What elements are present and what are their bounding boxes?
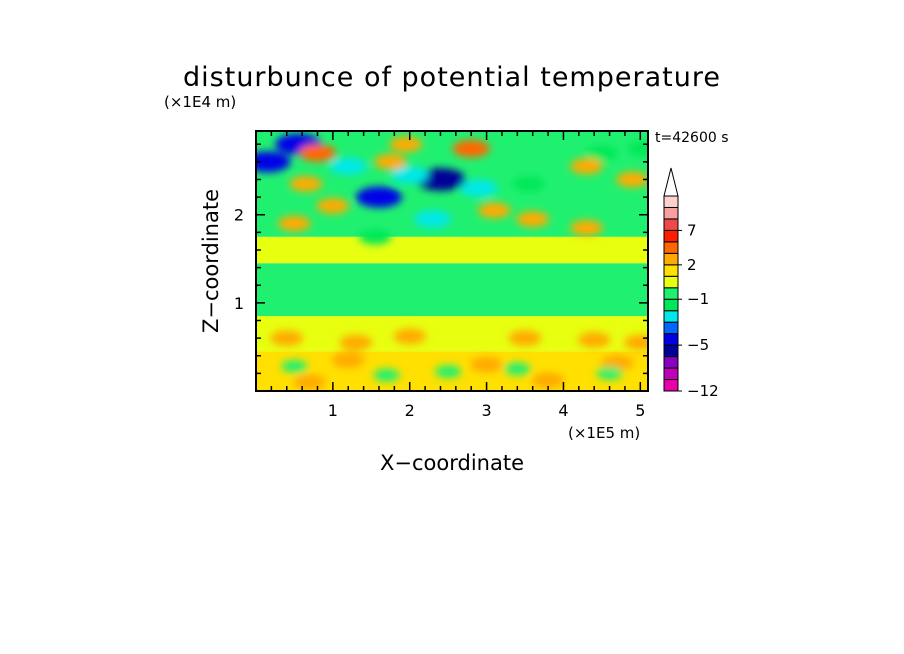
x-tick-label-4: 5	[635, 401, 645, 420]
contour-feature-2	[329, 157, 367, 175]
contour-feature-13	[389, 136, 423, 153]
contour-feature-23	[570, 220, 603, 236]
contour-feature-35	[281, 359, 308, 373]
contour-feature-17	[316, 198, 350, 214]
chart-title: disturbunce of potential temperature	[183, 62, 721, 93]
y-axis-label: Z−coordinate	[199, 189, 223, 333]
field-band-3	[256, 236, 648, 264]
contour-feature-16	[289, 176, 323, 192]
y-unit-label: (×1E4 m)	[164, 93, 236, 111]
contour-feature-8	[585, 145, 619, 161]
contour-feature-37	[435, 365, 462, 379]
contour-feature-25	[339, 334, 373, 351]
x-tick-label-3: 4	[558, 401, 568, 420]
contour-feature-0	[256, 151, 291, 173]
y-tick-label-0: 1	[234, 294, 244, 313]
contour-feature-11	[358, 228, 392, 245]
contour-feature-36	[373, 368, 400, 382]
contour-feature-39	[596, 366, 623, 380]
colorbar-cell-3	[663, 344, 679, 358]
contour-feature-3	[355, 186, 402, 208]
colorbar-label-4: 7	[687, 221, 697, 239]
contour-feature-30	[331, 352, 365, 368]
colorbar-cell-12	[663, 241, 679, 254]
contour-feature-21	[570, 158, 603, 175]
colorbar-cell-4	[663, 333, 679, 346]
colorbar-label-1: −5	[687, 336, 709, 354]
colorbar-cell-14	[663, 218, 679, 231]
contour-feature-6	[460, 179, 498, 197]
colorbar-cell-7	[663, 298, 679, 312]
contour-feature-7	[512, 176, 546, 192]
colorbar-cell-13	[663, 229, 679, 243]
contour-feature-10	[414, 210, 452, 228]
contour-feature-15	[374, 154, 407, 170]
time-label: t=42600 s	[655, 130, 729, 146]
colorbar-cell-6	[663, 310, 679, 323]
contour-feature-24	[270, 330, 304, 346]
colorbar-label-2: −1	[687, 290, 709, 308]
contour-feature-33	[293, 374, 327, 390]
x-unit-label: (×1E5 m)	[568, 424, 640, 442]
colorbar-cell-9	[663, 275, 679, 289]
contour-feature-34	[531, 372, 565, 389]
contour-feature-29	[623, 334, 648, 351]
plot-area	[256, 131, 648, 391]
contour-feature-5	[391, 166, 429, 184]
y-tick-label-1: 2	[234, 206, 244, 225]
contour-feature-26	[393, 328, 427, 345]
axis-ticks: 1 2 3 4 5 1 2	[234, 131, 648, 420]
x-tick-label-0: 1	[328, 401, 338, 420]
colorbar-cell-1	[663, 367, 679, 381]
colorbar-cell-10	[663, 264, 679, 277]
colorbar: −12−5−127	[663, 167, 719, 400]
plot-frame	[255, 130, 649, 392]
x-tick-label-1: 2	[405, 401, 415, 420]
contour-feature-22	[616, 171, 648, 188]
colorbar-extend-arrow	[663, 167, 679, 197]
colorbar-cell-16	[663, 195, 679, 208]
colorbar-cell-2	[663, 356, 679, 369]
contour-feature-32	[600, 354, 634, 371]
colorbar-label-3: 2	[687, 256, 697, 274]
colorbar-cell-8	[663, 287, 679, 300]
colorbar-cell-15	[663, 206, 679, 220]
colorbar-cell-0	[663, 379, 679, 392]
contour-feature-27	[508, 330, 542, 346]
x-axis-label: X−coordinate	[380, 451, 524, 475]
contour-feature-9	[627, 140, 648, 157]
contour-feature-31	[470, 356, 503, 373]
contour-features	[256, 133, 648, 390]
colorbar-cell-5	[663, 321, 679, 335]
contour-feature-19	[477, 202, 511, 219]
contour-feature-38	[504, 362, 531, 376]
contour-feature-18	[278, 215, 311, 232]
x-tick-label-2: 3	[481, 401, 491, 420]
colorbar-cell-11	[663, 252, 679, 266]
contour-feature-20	[516, 211, 550, 227]
field-band-1	[256, 316, 648, 352]
contour-feature-12	[298, 144, 337, 162]
field-band-2	[256, 263, 648, 317]
colorbar-label-0: −12	[687, 382, 719, 400]
contour-feature-14	[452, 139, 490, 158]
contour-feature-28	[577, 332, 611, 348]
